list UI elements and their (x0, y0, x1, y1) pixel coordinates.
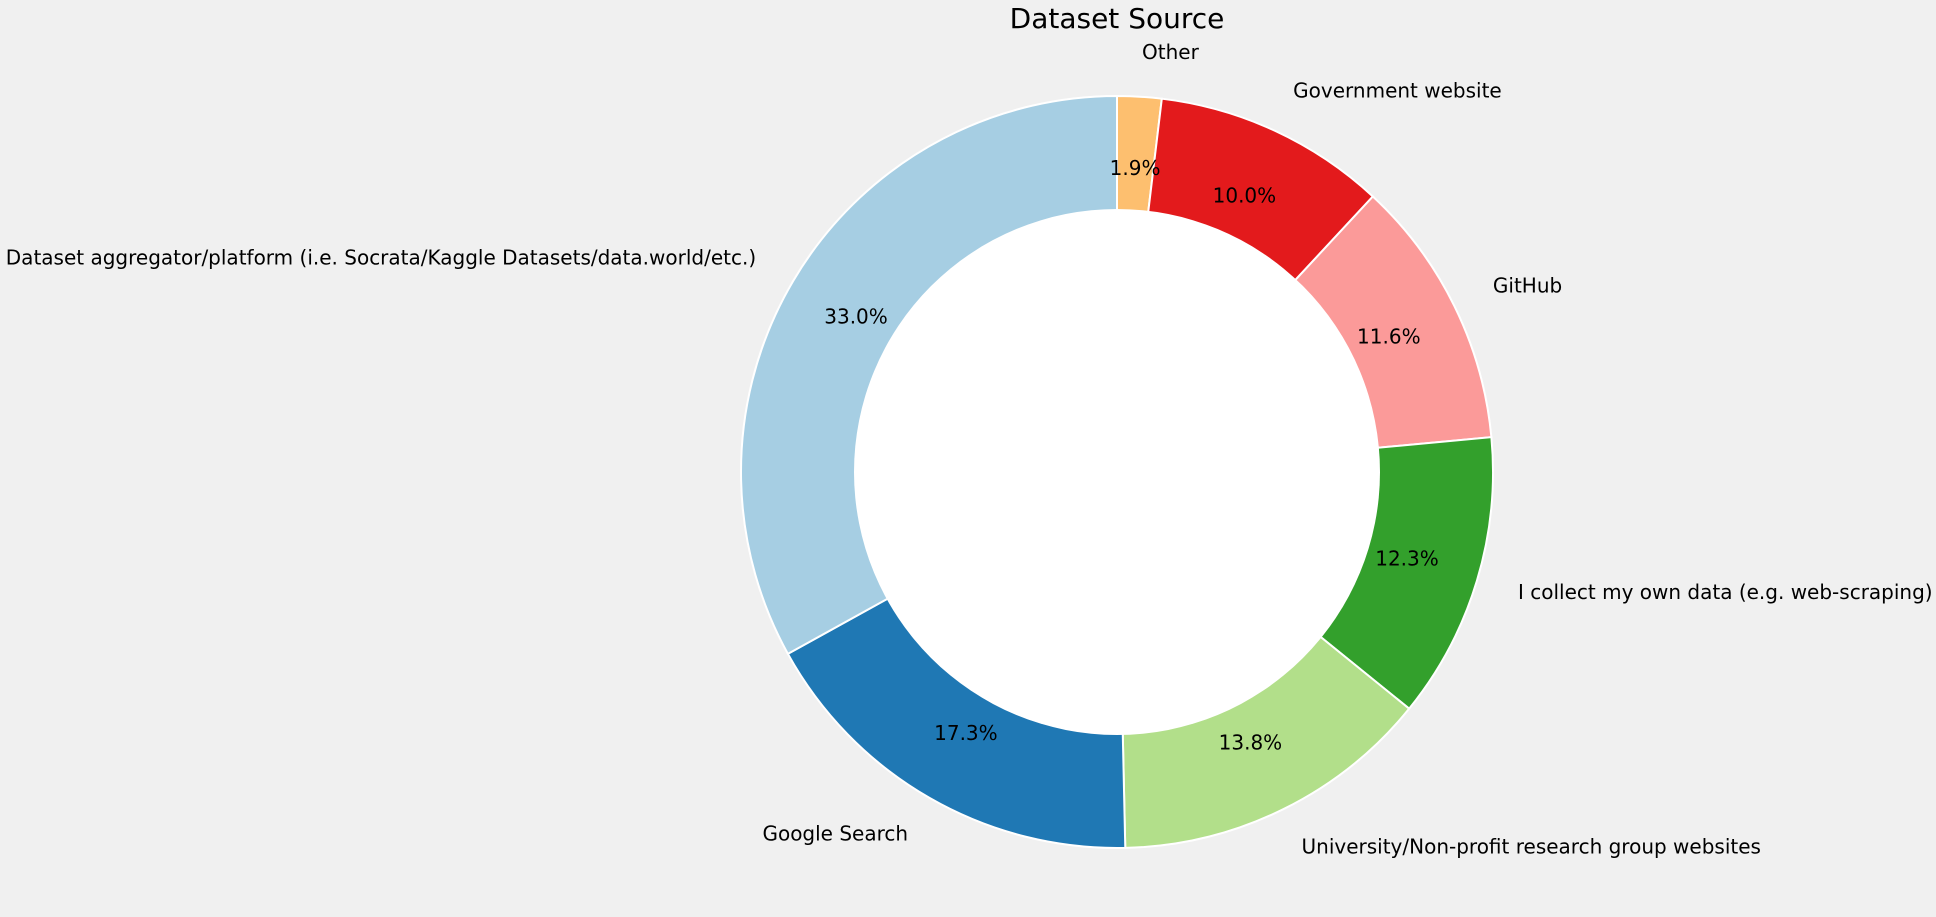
pct-label-google-search: 17.3% (934, 721, 998, 745)
donut-hole (854, 209, 1380, 735)
labels-group: Other 1.9% Government website 10.0% GitHub 11… (6, 40, 1933, 858)
pct-label-github: 11.6% (1357, 325, 1421, 349)
chart-title: Dataset Source (1010, 2, 1225, 35)
label-google-search: Google Search (762, 822, 908, 846)
label-dataset-aggregator-platform-i-e-socrata-: Dataset aggregator/platform (i.e. Socrat… (6, 246, 756, 270)
label-github: GitHub (1493, 273, 1562, 297)
label-i-collect-my-own-data-e-g-web-scraping: I collect my own data (e.g. web-scraping… (1518, 580, 1933, 604)
label-government-website: Government website (1293, 78, 1502, 102)
pct-label-government-website: 10.0% (1213, 184, 1277, 208)
pct-label-university-non-profit-research-group-web: 13.8% (1219, 731, 1283, 755)
label-university-non-profit-research-group-web: University/Non-profit research group web… (1302, 835, 1761, 859)
label-other: Other (1142, 40, 1200, 64)
pct-label-other: 1.9% (1110, 156, 1161, 180)
pct-label-i-collect-my-own-data-e-g-web-scraping: 12.3% (1375, 546, 1439, 570)
pct-label-dataset-aggregator-platform-i-e-socrata-: 33.0% (824, 305, 888, 329)
